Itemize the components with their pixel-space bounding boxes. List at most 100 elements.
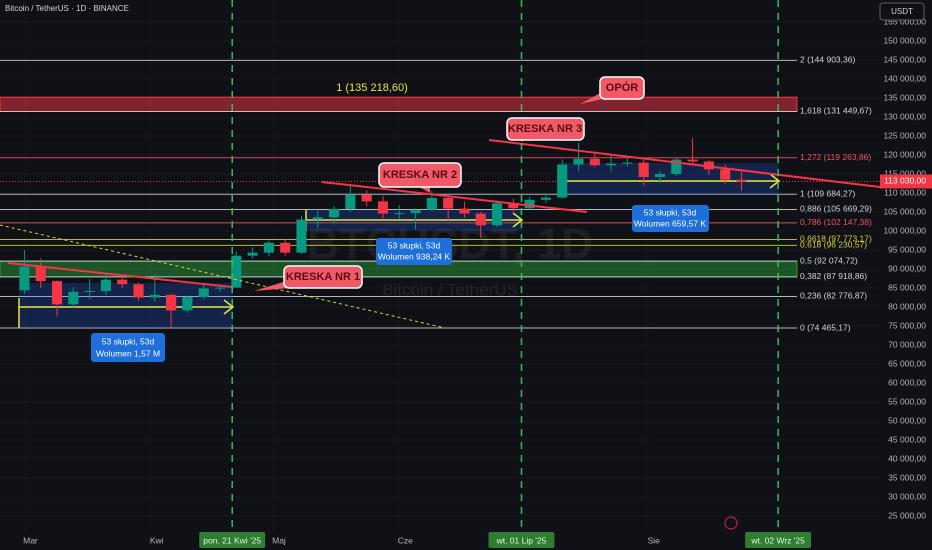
y-tick-label: 25 000,00: [888, 510, 926, 520]
measurement-label-box: [376, 238, 452, 265]
measurement-label-box: [632, 205, 709, 232]
measurement-bars: 53 słupki, 53d: [644, 207, 697, 217]
callout-text: KRESKA NR 2: [383, 169, 457, 181]
y-tick-label: 45 000,00: [888, 434, 926, 444]
fib-label: 1,618 (131 449,67): [800, 106, 872, 116]
candle-body: [263, 242, 274, 253]
candle-body: [361, 194, 372, 202]
y-tick-label: 155 000,00: [883, 16, 926, 26]
y-tick-label: 100 000,00: [883, 225, 926, 235]
price-axis-bg: [880, 0, 932, 532]
candle-body: [589, 158, 600, 166]
candle-body: [459, 208, 470, 214]
fib-label: 0,6618 (97 773,17): [800, 234, 872, 244]
measurement-volume: Wolumen 659,57 K: [634, 218, 706, 228]
callout-box: [599, 76, 645, 100]
date-marker-label: wt. 02 Wrz '25: [750, 535, 805, 545]
y-tick-label: 115 000,00: [884, 168, 926, 178]
measurement-volume: Wolumen 938,24 K: [378, 251, 450, 261]
y-tick-label: 145 000,00: [883, 54, 926, 64]
candle-body: [736, 179, 747, 182]
candle-body: [720, 169, 731, 180]
y-tick-label: 60 000,00: [888, 377, 926, 387]
alert-icon[interactable]: [724, 516, 738, 530]
candle-body: [35, 266, 46, 282]
y-tick-label: 120 000,00: [883, 149, 926, 159]
y-tick-label: 140 000,00: [883, 73, 926, 83]
fib-label: 0,618 (96 230,57): [800, 240, 867, 250]
fib-label: 2 (144 903,36): [800, 55, 855, 65]
markers-layer: [231, 0, 779, 532]
y-tick-label: 80 000,00: [888, 301, 926, 311]
candle-body: [491, 203, 503, 226]
candle-body: [312, 217, 323, 220]
date-marker-box: [488, 532, 555, 548]
date-marker-label: pon. 21 Kwi '25: [203, 535, 261, 545]
callout-text: OPÓR: [606, 81, 638, 94]
y-tick-label: 95 000,00: [888, 244, 926, 254]
date-marker-box: [199, 532, 266, 548]
fib-label: 0,886 (105 669,29): [800, 204, 872, 214]
measurement-bars: 53 słupki, 53d: [388, 240, 441, 250]
dashed-trend-line: [0, 224, 446, 329]
fib-label: 0,382 (87 918,86): [800, 271, 867, 281]
fib-label: 0,5 (92 074,72): [800, 255, 858, 265]
candle-body: [100, 279, 111, 292]
range-arrowhead: [512, 212, 524, 228]
x-tick-label: Mar: [23, 535, 38, 545]
x-tick-label: Sie: [648, 535, 661, 545]
candle-body: [606, 163, 617, 166]
candle-body: [133, 284, 144, 298]
candle-body: [475, 213, 486, 226]
callouts: OPÓR KRESKA NR 3 KRESKA NR 2 KRESKA NR 1: [254, 76, 645, 291]
y-tick-label: 125 000,00: [883, 130, 926, 140]
measurement-volume: Wolumen 1,57 M: [96, 348, 160, 358]
candle-body: [329, 208, 340, 218]
y-tick-label: 70 000,00: [888, 339, 926, 349]
y-tick-label: 35 000,00: [888, 472, 926, 482]
x-tick-label: Cze: [398, 535, 413, 545]
trend-line: [7, 262, 233, 288]
y-tick-label: 65 000,00: [888, 358, 926, 368]
zone: [0, 96, 798, 112]
range-arrowhead: [769, 173, 781, 189]
y-tick-label: 150 000,00: [883, 35, 926, 45]
y-tick-label: 40 000,00: [888, 453, 926, 463]
x-tick-label: Maj: [272, 535, 286, 545]
candle-body: [557, 164, 568, 198]
date-marker-label: wt. 01 Lip '25: [496, 535, 547, 545]
y-tick-label: 130 000,00: [883, 111, 926, 121]
candle-body: [508, 203, 519, 209]
y-tick-label: 135 000,00: [883, 92, 926, 102]
y-tick-label: 75 000,00: [888, 320, 926, 330]
measurement-label-box: [91, 333, 165, 362]
y-tick-label: 55 000,00: [888, 396, 926, 406]
currency[interactable]: USDT: [891, 7, 913, 16]
last-price-box: [880, 174, 932, 189]
axes-layer: 25 000,00 30 000,00 35 000,00 40 000,00 45 0…: [23, 16, 932, 548]
measurement-boxes: [18, 163, 781, 328]
fib-label: 0,786 (102 147,38): [800, 217, 872, 227]
y-tick-label: 110 000,00: [884, 187, 926, 197]
y-tick-label: 50 000,00: [888, 415, 926, 425]
candle-body: [280, 242, 291, 253]
candle-body: [84, 291, 95, 293]
measurement-bars: 53 słupki, 53d: [102, 336, 155, 346]
callout-box: [283, 265, 363, 289]
candle-body: [51, 281, 63, 305]
symbol-header: Bitcoin / TetherUS · 1D · BINANCE: [5, 4, 129, 13]
candle-body: [622, 162, 633, 164]
callout-text: KRESKA NR 3: [508, 123, 582, 135]
candle-body: [654, 174, 666, 178]
candle-body: [394, 213, 405, 215]
zone-label: 1 (135 218,60): [336, 82, 408, 94]
fib-label: 1 (109 684,27): [800, 188, 855, 198]
candle-body: [117, 279, 128, 285]
candle-body: [524, 199, 535, 209]
fib-label: 0 (74 465,17): [800, 322, 851, 332]
currency-box[interactable]: [879, 2, 925, 21]
candle-body: [231, 255, 242, 288]
callout-text: KRESKA NR 1: [286, 271, 360, 283]
candle-body: [377, 201, 389, 214]
